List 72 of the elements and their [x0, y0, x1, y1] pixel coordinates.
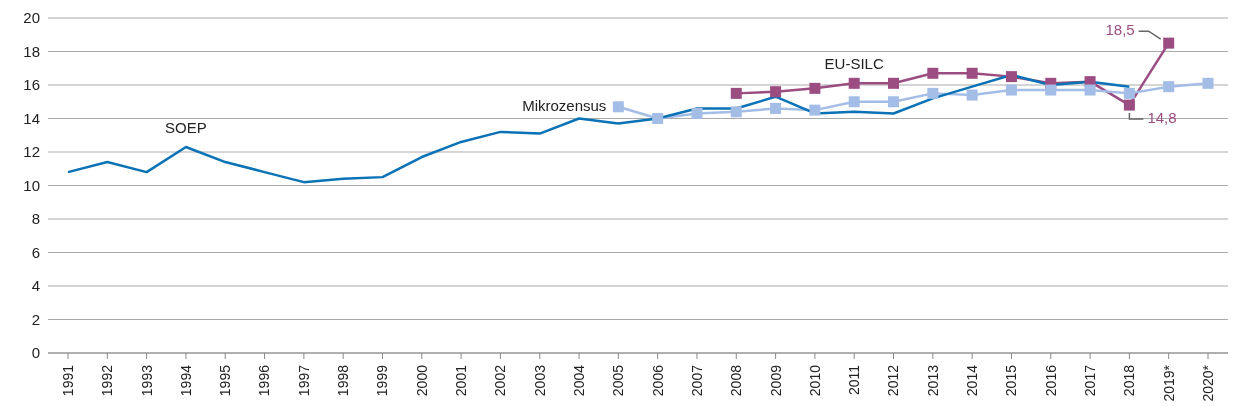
point: [770, 102, 782, 114]
point: [1005, 84, 1017, 96]
point: [809, 82, 821, 94]
point: [848, 77, 860, 89]
series-label: EU-SILC: [824, 55, 884, 73]
x-tick-label: 2013: [924, 364, 941, 397]
x-tick-label: 2019*: [1160, 364, 1177, 402]
point: [888, 77, 900, 89]
point: [652, 113, 664, 124]
point: [730, 106, 742, 118]
x-tick-label: 2018: [1121, 364, 1138, 397]
y-tick-label: 10: [23, 176, 40, 194]
y-tick-label: 0: [31, 344, 40, 362]
point: [966, 67, 978, 79]
x-tick-label: 2017: [1082, 364, 1099, 397]
point: [1123, 99, 1135, 111]
x-tick-label: 1996: [256, 364, 273, 397]
x-tick-label: 2001: [453, 364, 470, 397]
x-tick-label: 2020*: [1199, 364, 1216, 402]
x-tick-label: 2005: [610, 364, 627, 397]
x-tick-label: 2006: [649, 364, 666, 397]
point: [1045, 84, 1057, 96]
y-tick-label: 18: [23, 42, 40, 60]
x-tick-label: 2014: [964, 364, 981, 397]
point: [1123, 87, 1135, 99]
y-tick-label: 2: [31, 310, 40, 328]
data-label: 14,8: [1147, 109, 1177, 127]
x-tick-label: 1992: [99, 364, 116, 397]
x-tick-label: 2008: [728, 364, 745, 397]
x-tick-label: 2010: [806, 364, 823, 397]
x-tick-label: 1991: [59, 364, 76, 397]
y-tick-label: 12: [23, 143, 40, 161]
x-tick-label: 2003: [531, 364, 548, 397]
x-tick-label: 2012: [885, 364, 902, 397]
point: [848, 96, 860, 108]
x-tick-label: 1998: [335, 364, 352, 397]
series-label: Mikrozensus: [522, 96, 607, 114]
point: [1202, 77, 1214, 89]
y-tick-label: 4: [31, 277, 40, 295]
x-tick-label: 1994: [177, 364, 194, 397]
y-tick-label: 8: [31, 210, 40, 228]
point: [927, 67, 939, 79]
x-tick-label: 1999: [374, 364, 391, 397]
point: [730, 87, 742, 99]
x-tick-label: 2015: [1003, 364, 1020, 397]
x-tick-label: 2002: [492, 364, 509, 397]
point: [1163, 81, 1175, 93]
y-tick-label: 6: [31, 243, 40, 261]
point: [888, 96, 900, 108]
x-tick-label: 2016: [1042, 364, 1059, 397]
x-tick-label: 2004: [570, 364, 587, 397]
point: [1163, 37, 1175, 49]
y-tick-label: 14: [23, 109, 40, 127]
point: [1084, 84, 1096, 96]
data-label: 18,5: [1105, 21, 1135, 39]
x-tick-label: 1995: [217, 364, 234, 397]
series-label: SOEP: [165, 118, 207, 136]
point: [612, 101, 624, 113]
x-tick-label: 1997: [295, 364, 312, 397]
x-tick-label: 2011: [846, 364, 863, 396]
point: [927, 87, 939, 99]
point: [809, 104, 821, 116]
y-tick-label: 20: [23, 9, 40, 27]
x-tick-label: 2009: [767, 364, 784, 397]
x-tick-label: 2007: [688, 364, 705, 397]
point: [770, 86, 782, 98]
x-tick-label: 2000: [413, 364, 430, 397]
y-tick-label: 16: [23, 76, 40, 94]
point: [1005, 71, 1017, 83]
point: [691, 107, 703, 119]
x-tick-label: 1993: [138, 364, 155, 397]
point: [966, 89, 978, 101]
